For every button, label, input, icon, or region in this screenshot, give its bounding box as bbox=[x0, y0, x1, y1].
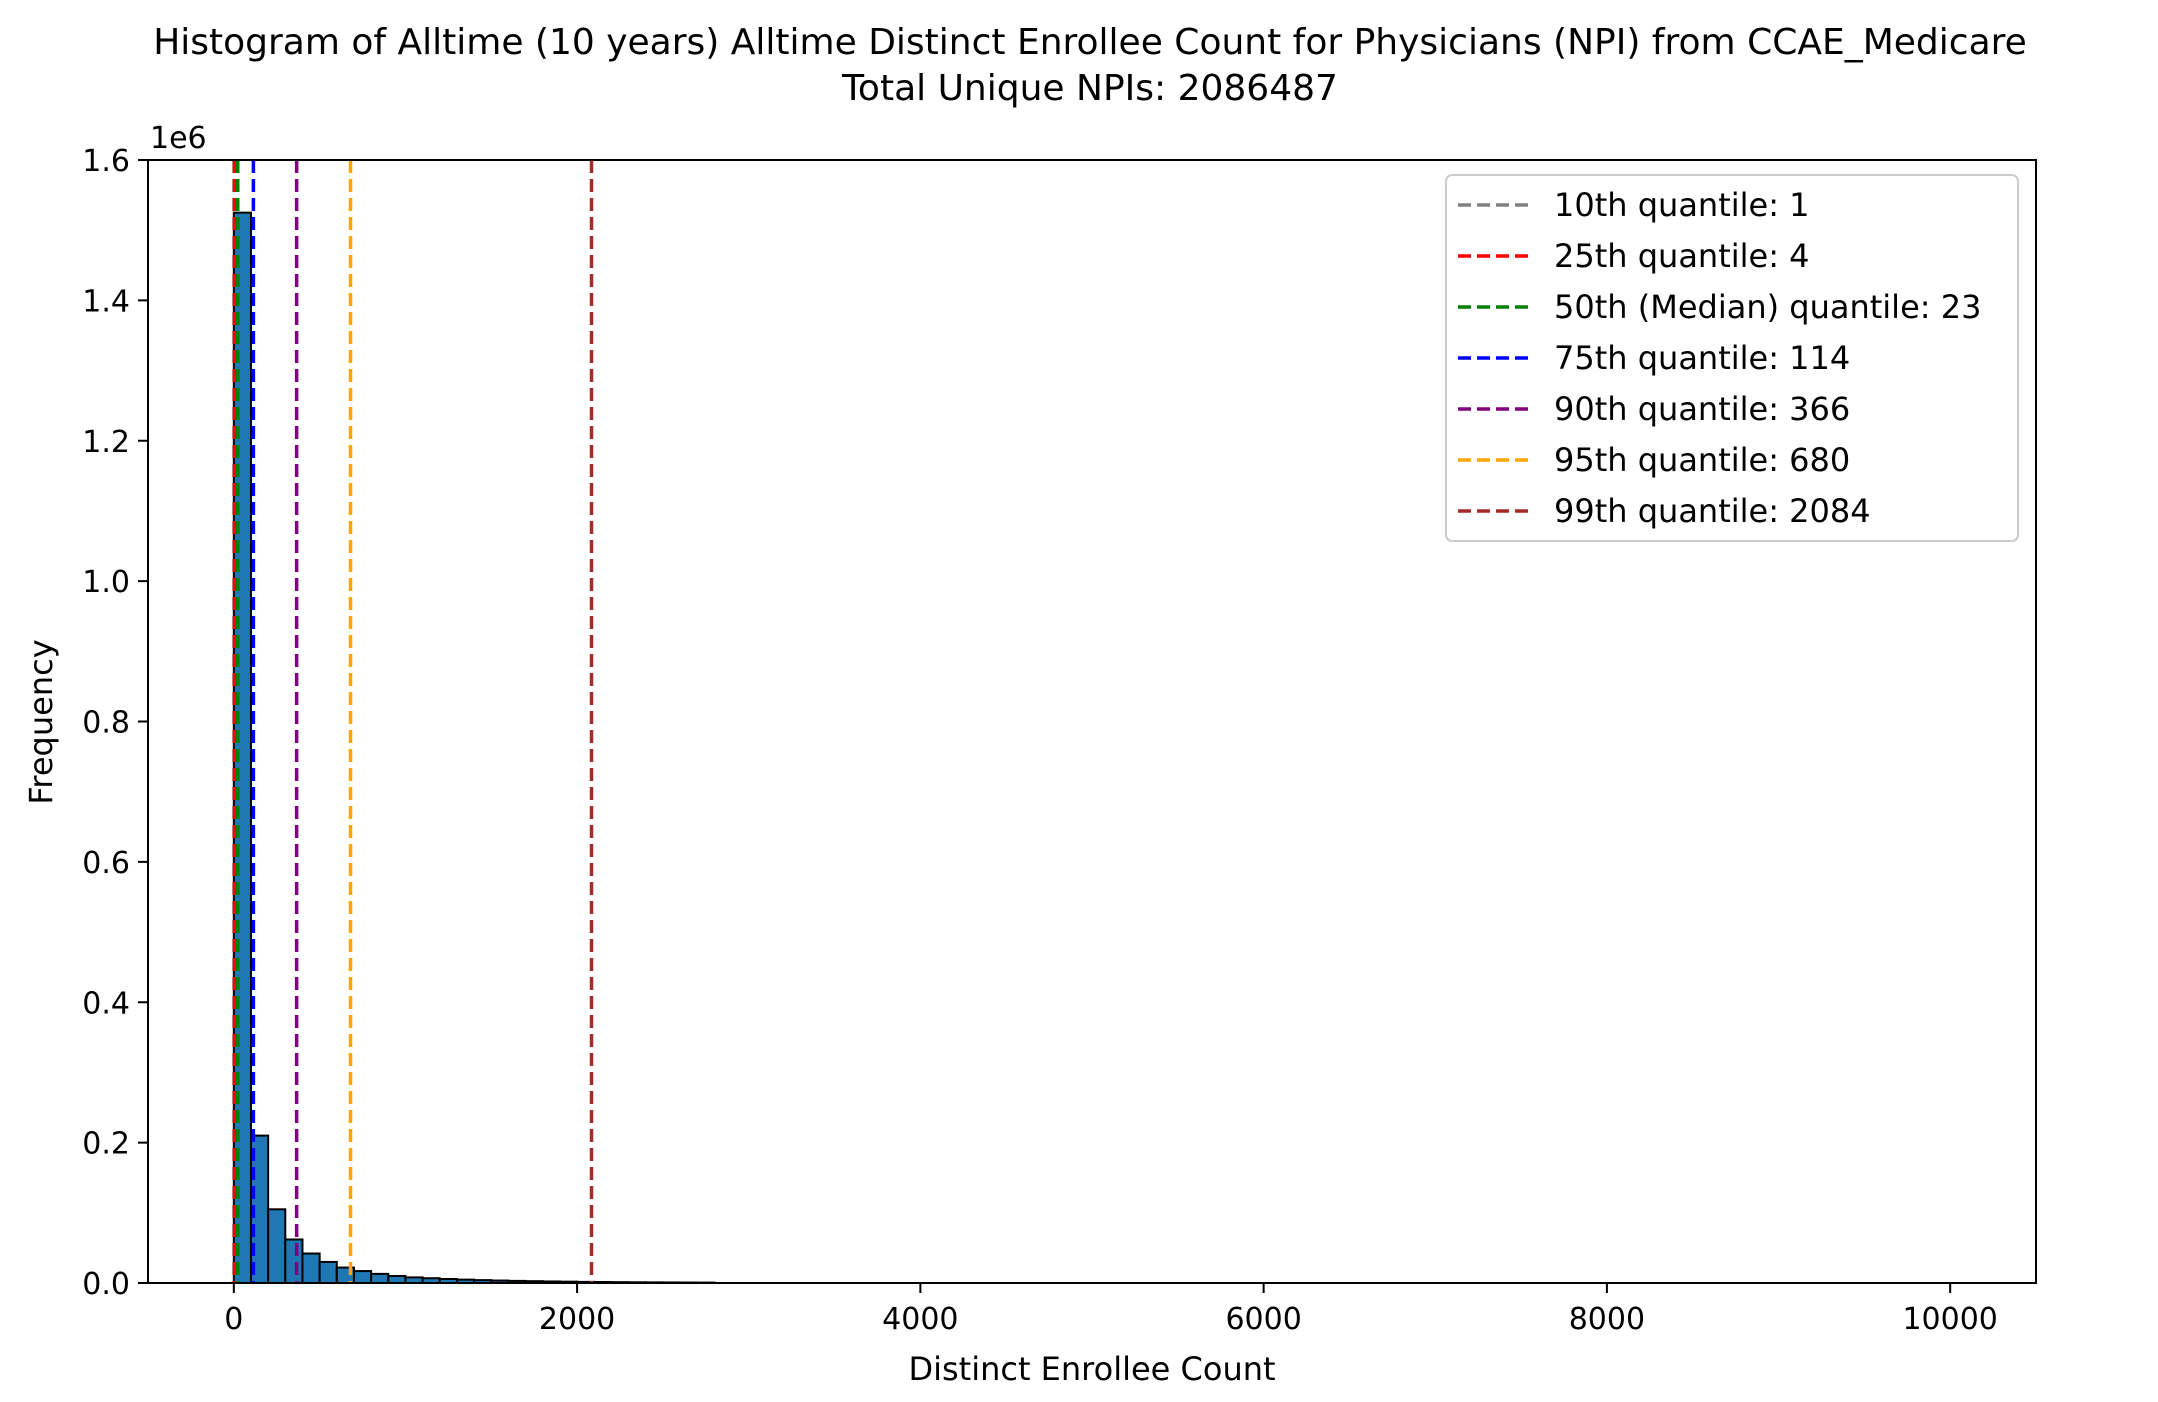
legend-label: 75th quantile: 114 bbox=[1554, 339, 1850, 377]
y-tick-label: 1.6 bbox=[82, 144, 130, 179]
y-tick-label: 1.4 bbox=[82, 284, 130, 319]
legend-label: 95th quantile: 680 bbox=[1554, 441, 1850, 479]
y-tick-label: 0.8 bbox=[82, 706, 130, 741]
y-tick-label: 0.0 bbox=[82, 1267, 130, 1302]
chart-subtitle: Total Unique NPIs: 2086487 bbox=[841, 68, 1338, 109]
histogram-bar bbox=[318, 1260, 338, 1284]
histogram-bar bbox=[301, 1252, 321, 1284]
legend-label: 50th (Median) quantile: 23 bbox=[1554, 288, 1981, 326]
y-tick-label: 0.4 bbox=[82, 986, 130, 1021]
histogram-bars bbox=[232, 211, 716, 1285]
histogram-bar bbox=[352, 1270, 373, 1284]
y-multiplier-label: 1e6 bbox=[150, 121, 207, 156]
histogram-bar bbox=[370, 1272, 390, 1284]
x-tick-label: 6000 bbox=[1225, 1302, 1301, 1337]
x-tick-label: 0 bbox=[224, 1302, 243, 1337]
y-tick-label: 1.0 bbox=[82, 565, 130, 600]
y-axis-ticks: 0.0 0.2 0.4 0.6 0.8 1.0 1.2 1.4 1.6 bbox=[82, 144, 148, 1302]
legend-label: 90th quantile: 366 bbox=[1554, 390, 1850, 428]
quantile-lines bbox=[232, 160, 594, 1283]
y-tick-label: 1.2 bbox=[82, 425, 130, 460]
legend-box bbox=[1445, 174, 2019, 542]
x-tick-label: 2000 bbox=[539, 1302, 615, 1337]
legend: 10th quantile: 1 25th quantile: 4 50th (Me… bbox=[1445, 174, 2019, 542]
x-tick-label: 10000 bbox=[1902, 1302, 1997, 1337]
legend-label: 99th quantile: 2084 bbox=[1554, 492, 1871, 530]
histogram-bar bbox=[387, 1274, 407, 1284]
histogram-bar bbox=[267, 1208, 287, 1284]
chart-title: Histogram of Alltime (10 years) Alltime … bbox=[153, 22, 2027, 63]
x-axis-label: Distinct Enrollee Count bbox=[908, 1350, 1275, 1388]
x-tick-label: 8000 bbox=[1569, 1302, 1645, 1337]
legend-label: 10th quantile: 1 bbox=[1554, 186, 1810, 224]
x-axis-ticks: 0 2000 4000 6000 8000 10000 bbox=[224, 1283, 1998, 1337]
histogram-bar bbox=[284, 1238, 304, 1285]
y-tick-label: 0.2 bbox=[82, 1127, 130, 1162]
x-tick-label: 4000 bbox=[882, 1302, 958, 1337]
y-axis-label: Frequency bbox=[22, 639, 60, 804]
y-tick-label: 0.6 bbox=[82, 846, 130, 881]
legend-label: 25th quantile: 4 bbox=[1554, 237, 1810, 275]
